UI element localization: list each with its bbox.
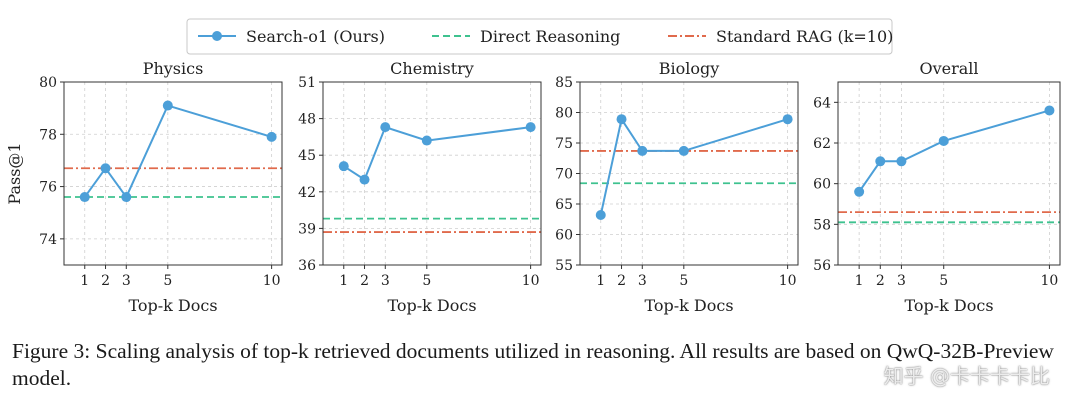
legend-label-1: Direct Reasoning bbox=[480, 27, 620, 46]
legend-entry-2: Standard RAG (k=10) bbox=[668, 27, 893, 46]
x-tick-label: 5 bbox=[939, 273, 948, 289]
y-tick-label: 60 bbox=[555, 228, 573, 244]
y-tick-label: 70 bbox=[555, 167, 573, 183]
x-tick-label: 3 bbox=[122, 273, 131, 289]
panel-physics: 1 2 3 5 10 74 76 78 80 Physics Top-k Docs Pass@1 bbox=[5, 59, 283, 315]
data-point bbox=[525, 122, 536, 133]
figure: Search-o1 (Ours) Direct Reasoning Standard… bbox=[5, 18, 1061, 315]
x-tick-label: 1 bbox=[596, 273, 605, 289]
y-tick-label: 42 bbox=[298, 185, 316, 201]
x-tick-label: 3 bbox=[381, 273, 390, 289]
y-tick-label: 45 bbox=[298, 148, 316, 164]
watermark: 知乎 @卡卡卡卡比 bbox=[883, 364, 1050, 388]
legend: Search-o1 (Ours) Direct Reasoning Standard… bbox=[186, 18, 893, 55]
data-point bbox=[338, 161, 349, 172]
data-point bbox=[121, 192, 132, 203]
data-point bbox=[79, 192, 90, 203]
y-tick-label: 55 bbox=[555, 258, 573, 274]
x-tick-label: 10 bbox=[522, 273, 540, 289]
y-tick-label: 60 bbox=[813, 177, 831, 193]
legend-entry-1: Direct Reasoning bbox=[432, 27, 620, 46]
legend-label-0: Search-o1 (Ours) bbox=[246, 27, 385, 46]
data-point bbox=[100, 163, 111, 174]
y-tick-label: 58 bbox=[813, 217, 831, 233]
y-tick-label: 56 bbox=[813, 258, 831, 274]
x-tick-label: 2 bbox=[876, 273, 885, 289]
y-tick-label: 78 bbox=[39, 127, 57, 143]
data-point bbox=[782, 114, 793, 125]
axes-frame bbox=[322, 81, 542, 266]
data-point bbox=[678, 145, 689, 156]
panel-overall: 1 2 3 5 10 56 58 60 62 64 Overall Top-k Docs bbox=[813, 59, 1061, 315]
data-point bbox=[616, 114, 627, 125]
data-point bbox=[938, 135, 949, 146]
panel-title: Overall bbox=[919, 59, 978, 78]
y-tick-label: 36 bbox=[298, 258, 316, 274]
data-point bbox=[380, 122, 391, 133]
x-tick-label: 1 bbox=[855, 273, 864, 289]
panel-title: Physics bbox=[143, 59, 204, 78]
y-tick-label: 80 bbox=[39, 75, 57, 91]
y-tick-label: 65 bbox=[555, 197, 573, 213]
x-axis-label: Top-k Docs bbox=[644, 296, 733, 315]
x-tick-label: 10 bbox=[779, 273, 797, 289]
x-tick-label: 5 bbox=[422, 273, 431, 289]
y-tick-label: 85 bbox=[555, 75, 573, 91]
x-tick-label: 1 bbox=[80, 273, 89, 289]
x-tick-label: 5 bbox=[163, 273, 172, 289]
y-tick-label: 64 bbox=[813, 95, 831, 111]
x-tick-label: 3 bbox=[897, 273, 906, 289]
data-point bbox=[421, 135, 432, 146]
legend-marker-0 bbox=[212, 31, 222, 41]
y-tick-label: 75 bbox=[555, 136, 573, 152]
panel-title: Biology bbox=[659, 59, 720, 78]
y-tick-label: 62 bbox=[813, 136, 831, 152]
x-axis-label: Top-k Docs bbox=[904, 296, 993, 315]
panel-title: Chemistry bbox=[390, 59, 474, 78]
y-tick-label: 80 bbox=[555, 106, 573, 122]
data-point bbox=[1044, 105, 1055, 116]
data-point bbox=[637, 145, 648, 156]
y-tick-label: 48 bbox=[298, 112, 316, 128]
data-point bbox=[266, 131, 277, 142]
axes-frame bbox=[63, 81, 283, 266]
x-tick-label: 3 bbox=[638, 273, 647, 289]
x-tick-label: 2 bbox=[101, 273, 110, 289]
x-tick-label: 2 bbox=[617, 273, 626, 289]
x-tick-label: 1 bbox=[339, 273, 348, 289]
data-point bbox=[854, 186, 865, 197]
panel-chemistry: 1 2 3 5 10 36 39 42 45 48 51 Chemistry Top-k Docs bbox=[298, 59, 542, 315]
x-axis-label: Top-k Docs bbox=[128, 296, 217, 315]
legend-entry-0: Search-o1 (Ours) bbox=[198, 27, 385, 46]
y-tick-label: 39 bbox=[298, 221, 316, 237]
y-tick-label: 51 bbox=[298, 75, 316, 91]
data-point bbox=[162, 100, 173, 111]
x-tick-label: 10 bbox=[263, 273, 281, 289]
series-line-search-o1 bbox=[599, 116, 788, 216]
panel-biology: 1 2 3 5 10 55 60 65 70 75 80 85 Biology Top-k Docs bbox=[555, 59, 799, 315]
x-axis-label: Top-k Docs bbox=[387, 296, 476, 315]
y-tick-label: 76 bbox=[39, 180, 57, 196]
data-point bbox=[595, 209, 606, 220]
y-axis-label: Pass@1 bbox=[5, 142, 24, 204]
series-line-search-o1 bbox=[343, 125, 531, 182]
x-tick-label: 5 bbox=[679, 273, 688, 289]
x-tick-label: 10 bbox=[1041, 273, 1059, 289]
series-line-search-o1 bbox=[858, 109, 1050, 193]
series-line-search-o1 bbox=[83, 104, 272, 200]
y-tick-label: 74 bbox=[39, 232, 57, 248]
legend-box bbox=[186, 18, 893, 55]
data-point bbox=[359, 174, 370, 185]
x-tick-label: 2 bbox=[360, 273, 369, 289]
data-point bbox=[896, 156, 907, 167]
legend-label-2: Standard RAG (k=10) bbox=[716, 27, 893, 46]
figure-caption: Figure 3: Scaling analysis of top-k retr… bbox=[12, 339, 1054, 390]
axes-frame bbox=[837, 81, 1061, 266]
data-point bbox=[875, 156, 886, 167]
